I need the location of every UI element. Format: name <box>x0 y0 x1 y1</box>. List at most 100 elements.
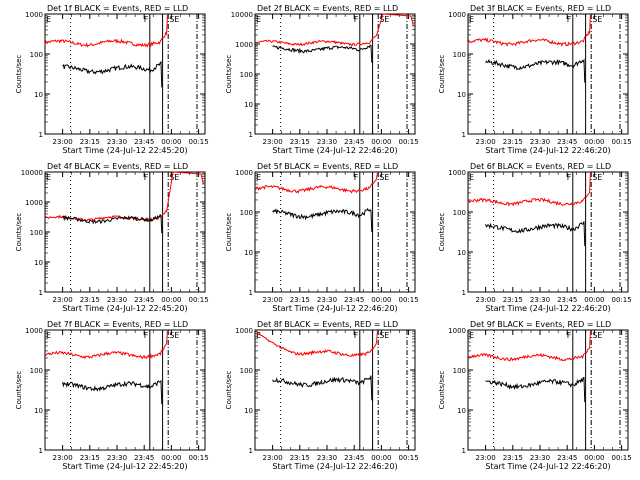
x-tick-label: 23:45 <box>134 454 154 462</box>
x-axis-label: Start Time (24-Jul-12 22:46:20) <box>485 462 610 471</box>
y-tick-label: 1 <box>462 131 466 139</box>
x-tick-label: 23:15 <box>503 454 523 462</box>
x-tick-label: 00:15 <box>189 138 209 146</box>
y-tick-label: 100 <box>453 209 466 217</box>
x-tick-label: 23:45 <box>344 296 364 304</box>
marker-label-f: F <box>567 15 572 24</box>
x-tick-label: 00:00 <box>584 138 604 146</box>
x-tick-label: 23:00 <box>263 138 283 146</box>
y-tick-label: 1 <box>249 131 253 139</box>
y-tick-label: 1000 <box>25 11 43 19</box>
y-axis-label: Counts/sec <box>225 371 233 410</box>
x-tick-label: 23:30 <box>107 138 127 146</box>
x-tick-label: 23:45 <box>557 296 577 304</box>
panel-title: Det 1f BLACK = Events, RED = LLD <box>47 4 188 13</box>
x-tick-label: 23:30 <box>317 296 337 304</box>
panel-title: Det 7f BLACK = Events, RED = LLD <box>47 320 188 329</box>
x-tick-label: 23:15 <box>80 296 100 304</box>
x-tick-label: 23:30 <box>530 138 550 146</box>
y-tick-label: 1 <box>249 289 253 297</box>
plot-frame <box>467 329 629 451</box>
lld-series-line <box>254 172 378 194</box>
y-tick-label: 100 <box>240 209 253 217</box>
x-axis-label: Start Time (24-Jul-12 22:45:20) <box>62 462 187 471</box>
marker-label-e-left: E <box>256 173 261 182</box>
y-tick-label: 1000 <box>448 11 466 19</box>
x-axis-label: Start Time (24-Jul-12 22:46:20) <box>485 304 610 313</box>
x-tick-label: 00:00 <box>371 454 391 462</box>
x-tick-label: 00:00 <box>161 454 181 462</box>
y-tick-label: 1000 <box>448 169 466 177</box>
panel-title: Det 6f BLACK = Events, RED = LLD <box>470 162 611 171</box>
detector-panel-3: Det 3f BLACK = Events, RED = LLD 1 10 100 10… <box>438 4 632 155</box>
plot-frame <box>254 13 416 135</box>
lld-series-line <box>254 13 414 47</box>
detector-panel-9: Det 9f BLACK = Events, RED = LLD 1 10 100 10… <box>438 320 632 471</box>
y-tick-label: 1 <box>462 447 466 455</box>
plot-frame <box>44 13 206 135</box>
y-tick-label: 100 <box>240 367 253 375</box>
marker-label-e: E <box>384 15 389 24</box>
lld-series-line <box>254 329 378 357</box>
events-series-line <box>485 58 586 83</box>
marker-label-s: S <box>379 173 384 182</box>
events-series-line <box>485 221 586 247</box>
y-tick-label: 10 <box>457 91 466 99</box>
x-tick-label: 23:00 <box>476 296 496 304</box>
x-tick-label: 23:45 <box>344 454 364 462</box>
events-series-line <box>485 376 586 403</box>
x-tick-label: 00:15 <box>189 296 209 304</box>
y-tick-label: 1 <box>39 447 43 455</box>
x-tick-label: 00:15 <box>612 296 632 304</box>
y-tick-label: 100 <box>30 367 43 375</box>
y-tick-label: 1000 <box>25 199 43 207</box>
x-tick-label: 23:15 <box>80 138 100 146</box>
lld-series-line <box>467 172 591 207</box>
x-tick-label: 23:00 <box>476 138 496 146</box>
y-axis-label: Counts/sec <box>225 213 233 252</box>
events-series-line <box>62 60 163 88</box>
y-tick-label: 10 <box>34 259 43 267</box>
x-axis-label: Start Time (24-Jul-12 22:46:20) <box>272 146 397 155</box>
detector-panel-8: Det 8f BLACK = Events, RED = LLD 1 10 100 10… <box>225 320 419 471</box>
lld-series-line <box>44 330 168 360</box>
y-tick-label: 10 <box>244 407 253 415</box>
x-tick-label: 23:45 <box>134 138 154 146</box>
y-axis-label: Counts/sec <box>438 55 446 94</box>
marker-label-s: S <box>169 15 174 24</box>
marker-label-f: F <box>144 15 149 24</box>
x-tick-label: 00:15 <box>399 138 419 146</box>
panel-title: Det 2f BLACK = Events, RED = LLD <box>257 4 398 13</box>
plot-frame <box>254 329 416 451</box>
events-series-line <box>62 380 163 405</box>
x-tick-label: 23:15 <box>503 296 523 304</box>
x-axis-label: Start Time (24-Jul-12 22:46:20) <box>485 146 610 155</box>
lld-series-line <box>467 14 591 48</box>
detector-panel-6: Det 6f BLACK = Events, RED = LLD 1 10 100 10… <box>438 162 632 313</box>
marker-label-f: F <box>567 173 572 182</box>
y-tick-label: 100 <box>240 71 253 79</box>
marker-label-f: F <box>354 331 359 340</box>
y-axis-label: Counts/sec <box>15 55 23 94</box>
marker-label-e-left: E <box>469 331 474 340</box>
marker-label-e: E <box>174 331 179 340</box>
marker-label-e: E <box>597 173 602 182</box>
y-tick-label: 1000 <box>25 327 43 335</box>
marker-label-s: S <box>169 331 174 340</box>
marker-label-e-left: E <box>469 15 474 24</box>
lld-series-line <box>44 14 168 48</box>
x-tick-label: 00:15 <box>399 296 419 304</box>
plot-frame <box>467 171 629 293</box>
y-tick-label: 10 <box>457 407 466 415</box>
detector-panel-1: Det 1f BLACK = Events, RED = LLD 1 10 100 10… <box>15 4 209 155</box>
marker-label-s: S <box>379 331 384 340</box>
panel-title: Det 4f BLACK = Events, RED = LLD <box>47 162 188 171</box>
events-series-line <box>272 207 373 233</box>
y-tick-label: 1 <box>249 447 253 455</box>
x-tick-label: 23:45 <box>344 138 364 146</box>
plot-frame <box>44 171 206 293</box>
x-tick-label: 23:00 <box>263 296 283 304</box>
x-tick-label: 23:15 <box>290 454 310 462</box>
x-tick-label: 23:15 <box>290 138 310 146</box>
